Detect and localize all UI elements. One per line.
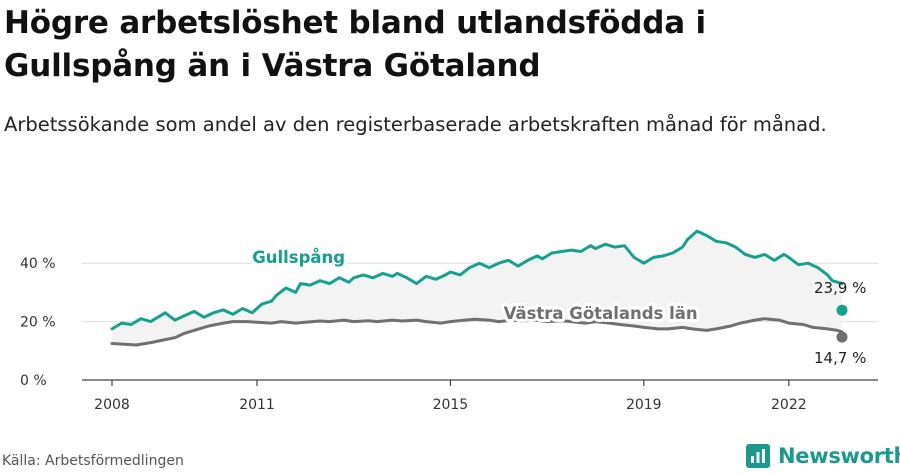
difference-area	[112, 231, 842, 345]
x-tick-label: 2019	[626, 397, 662, 413]
series-name-label: Västra Götalands län	[504, 304, 698, 323]
series-line-vastra-gotaland	[110, 317, 844, 347]
brand-logo: Newsworthy	[746, 442, 900, 470]
y-tick-label: 40 %	[20, 256, 56, 272]
axes: 0 % 20 % 40 % 2008 2011 2015 2019 2022	[20, 256, 878, 413]
end-marker	[836, 304, 848, 316]
x-tick-label: 2008	[94, 397, 130, 413]
series-name-label: Gullspång	[252, 248, 345, 267]
end-value-label: 23,9 %	[814, 279, 866, 297]
series-line-gullspang	[110, 229, 844, 331]
newsworthy-logo-icon	[746, 444, 770, 468]
y-tick-label: 0 %	[20, 373, 47, 389]
chart-subtitle: Arbetssökande som andel av den registerb…	[4, 113, 827, 136]
difference-fill	[112, 231, 842, 345]
x-tick-label: 2022	[771, 397, 807, 413]
source-note: Källa: Arbetsförmedlingen	[2, 453, 184, 469]
series-lines	[110, 229, 848, 347]
brand-name: Newsworthy	[778, 444, 900, 468]
y-tick-label: 20 %	[20, 315, 56, 331]
x-tick-label: 2011	[239, 397, 275, 413]
chart-title: Högre arbetslöshet bland utlandsfödda i …	[4, 5, 706, 84]
end-value-label: 14,7 %	[814, 349, 866, 367]
x-tick-label: 2015	[433, 397, 469, 413]
series-labels: 23,9 % 14,7 % Gullspång Västra Götalands lä…	[249, 245, 866, 367]
end-marker	[836, 331, 848, 343]
